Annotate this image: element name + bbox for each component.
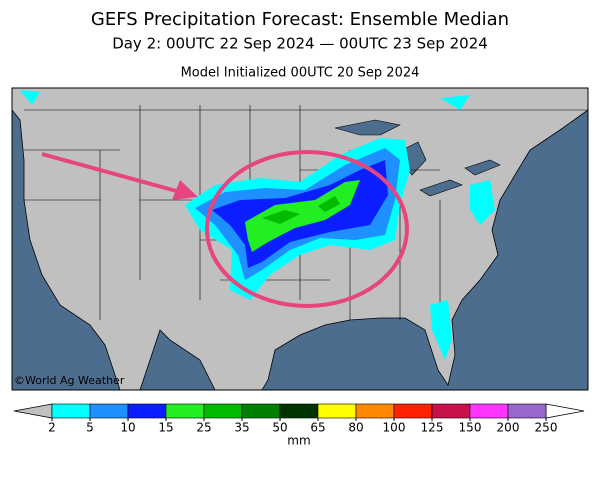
title: GEFS Precipitation Forecast: Ensemble Me… [91,9,509,30]
colorbar-box [279,403,319,419]
colorbar-box [469,403,509,419]
colorbar-tick-label: 80 [348,421,363,435]
colorbar-box [393,403,433,419]
subtitle: Day 2: 00UTC 22 Sep 2024 — 00UTC 23 Sep … [112,35,488,53]
colorbar-box [431,403,471,419]
colorbar-tick-label: 25 [196,421,211,435]
colorbar-tick-label: 100 [383,421,406,435]
colorbar-tick-label: 50 [272,421,287,435]
colorbar-high-end [545,403,585,419]
colorbar-tick-label: 35 [234,421,249,435]
colorbar-box [165,403,205,419]
precipitation [20,90,495,360]
colorbar-tick-label: 200 [497,421,520,435]
colorbar-box [507,403,547,419]
colorbar-tick-label: 2 [48,421,56,435]
credit: ©World Ag Weather [14,374,125,387]
colorbar-box [89,403,129,419]
colorbar-low-end [13,403,53,419]
colorbar-tick-label: 150 [459,421,482,435]
colorbar-box [203,403,243,419]
colorbar-box [51,403,91,419]
colorbar-box [127,403,167,419]
colorbar-box [317,403,357,419]
highlight-ellipse [205,150,409,308]
colorbar-tick-label: 5 [86,421,94,435]
colorbar-tick-label: 10 [120,421,135,435]
map: ©World Ag Weather [11,87,589,391]
init-time: Model Initialized 00UTC 20 Sep 2024 [181,66,420,81]
colorbar-box [241,403,281,419]
colorbar-tick-label: 65 [310,421,325,435]
map-frame [11,87,589,391]
colorbar-unit: mm [287,434,310,448]
colorbar-tick-label: 250 [535,421,558,435]
colorbar-tick-label: 15 [158,421,173,435]
colorbar: mm 2 5 10 15 25 35 50 65 80 100 125 150 200 250 [13,403,585,448]
colorbar-box [355,403,395,419]
arrow [41,152,198,200]
colorbar-tick-label: 125 [421,421,444,435]
